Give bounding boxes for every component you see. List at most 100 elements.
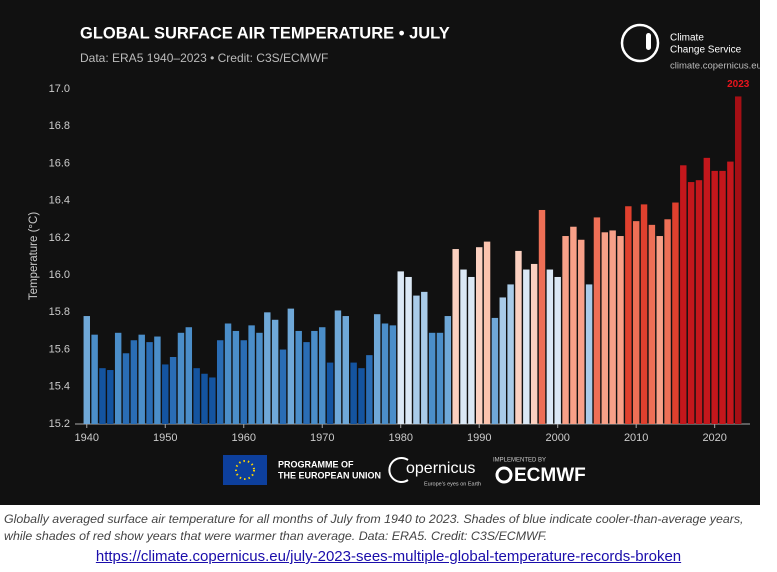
- x-tick-label: 1990: [467, 432, 491, 444]
- bar: [735, 96, 742, 424]
- x-tick-label: 2020: [702, 432, 726, 444]
- implemented-text: IMPLEMENTED BY: [493, 458, 546, 464]
- y-tick-label: 15.6: [49, 343, 70, 355]
- bar: [530, 263, 538, 424]
- footer-logos: PROGRAMME OF THE EUROPEAN UNION opernicu…: [223, 455, 586, 487]
- bar: [216, 340, 224, 424]
- bar: [625, 206, 632, 424]
- bar: [711, 170, 718, 424]
- source-link[interactable]: https://climate.copernicus.eu/july-2023-…: [95, 548, 682, 565]
- bar: [193, 368, 200, 424]
- bar: [366, 355, 373, 424]
- bar: [546, 269, 554, 424]
- bar: [719, 170, 726, 424]
- y-tick-label: 16.0: [49, 269, 70, 281]
- chart: GLOBAL SURFACE AIR TEMPERATURE • JULY Da…: [0, 0, 760, 505]
- y-tick-label: 16.2: [49, 232, 70, 244]
- bar: [405, 276, 412, 424]
- bar: [83, 316, 90, 424]
- bar: [664, 219, 671, 424]
- y-tick-label: 16.6: [49, 157, 70, 169]
- y-tick-label: 16.8: [49, 120, 70, 132]
- copernicus-text: opernicus: [406, 460, 475, 477]
- bar: [358, 368, 365, 424]
- bar: [436, 332, 444, 424]
- y-tick-label: 15.2: [49, 418, 70, 430]
- bar: [632, 221, 640, 424]
- service-logo: Climate Change Service climate.copernicu…: [620, 23, 760, 72]
- y-axis-label: Temperature (°C): [28, 212, 40, 300]
- eu-text: THE EUROPEAN UNION: [278, 470, 381, 480]
- bar: [421, 291, 428, 424]
- bar: [680, 165, 687, 425]
- bar: [609, 230, 616, 424]
- bar: [130, 340, 138, 424]
- bar: [264, 312, 271, 424]
- logo-site: climate.copernicus.eu: [670, 61, 760, 72]
- bar: [334, 310, 342, 424]
- bar: [554, 276, 561, 424]
- bar: [107, 370, 114, 424]
- bar: [99, 368, 106, 424]
- bar: [656, 236, 663, 424]
- x-tick-label: 2000: [545, 432, 569, 444]
- bar: [460, 269, 467, 424]
- caption: Globally averaged surface air temperatur…: [4, 512, 744, 543]
- bar: [342, 316, 350, 424]
- bar: [475, 247, 483, 424]
- bar: [169, 357, 177, 424]
- copernicus-tag: Europe's eyes on Earth: [424, 481, 481, 487]
- bar: [695, 180, 703, 424]
- bar: [593, 217, 601, 424]
- bar: [177, 332, 185, 424]
- x-tick-label: 1980: [388, 432, 412, 444]
- x-tick-label: 1940: [75, 432, 99, 444]
- x-tick-label: 1970: [310, 432, 334, 444]
- logo-text: Climate: [670, 33, 704, 44]
- ecmwf-text: ECMWF: [514, 465, 586, 486]
- bar: [271, 319, 279, 424]
- y-tick-label: 15.8: [49, 306, 70, 318]
- bar: [326, 362, 334, 424]
- bar: [483, 241, 491, 424]
- ecmwf-mark: [495, 466, 513, 484]
- bar: [515, 250, 522, 424]
- bar: [444, 316, 452, 424]
- bar: [154, 336, 161, 424]
- eu-text: PROGRAMME OF: [278, 459, 354, 469]
- bar: [201, 373, 208, 424]
- logo-ring: [620, 23, 660, 63]
- y-tick-label: 15.4: [49, 381, 70, 393]
- logo-text: Change Service: [670, 45, 742, 56]
- bar: [232, 330, 240, 424]
- bar: [185, 327, 193, 424]
- chart-subtitle: Data: ERA5 1940–2023 • Credit: C3S/ECMWF: [80, 51, 328, 65]
- bar: [687, 182, 695, 424]
- bar: [703, 157, 711, 424]
- bar: [585, 284, 593, 424]
- bar: [727, 161, 734, 425]
- bar: [240, 340, 247, 424]
- bar: [381, 323, 389, 424]
- bar: [538, 209, 546, 424]
- bar: [91, 334, 98, 424]
- y-tick-label: 16.4: [49, 195, 70, 207]
- bar: [672, 202, 679, 424]
- bar: [114, 332, 122, 424]
- bar: [303, 342, 310, 424]
- bar: [491, 317, 499, 424]
- x-tick-label: 2010: [624, 432, 648, 444]
- bar: [452, 249, 459, 424]
- copernicus-c: [388, 457, 409, 483]
- chart-title: GLOBAL SURFACE AIR TEMPERATURE • JULY: [80, 24, 450, 42]
- bar: [397, 271, 404, 424]
- bar: [138, 334, 145, 424]
- bar: [209, 377, 216, 424]
- x-tick-label: 1950: [153, 432, 177, 444]
- bar: [287, 308, 295, 424]
- bar: [413, 295, 420, 424]
- bar: [578, 239, 585, 424]
- bar: [562, 236, 569, 424]
- y-tick-label: 17.0: [49, 83, 70, 95]
- x-tick-label: 1960: [232, 432, 256, 444]
